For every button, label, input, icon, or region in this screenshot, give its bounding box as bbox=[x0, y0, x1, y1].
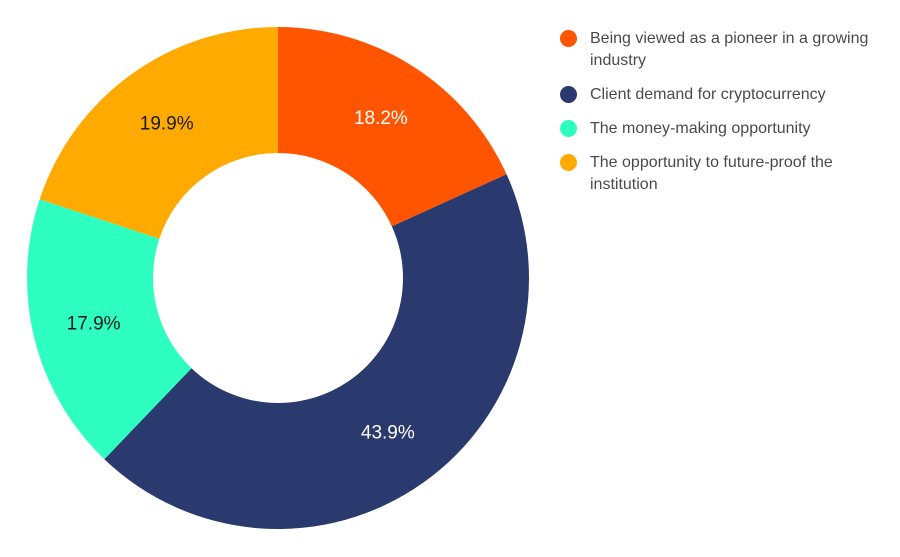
legend-label: Being viewed as a pioneer in a growing i… bbox=[590, 30, 869, 69]
legend-swatch bbox=[560, 86, 577, 103]
slice-money-making bbox=[27, 199, 192, 460]
slice-label-client-demand: 43.9% bbox=[361, 423, 415, 444]
slice-label-pioneer: 18.2% bbox=[354, 108, 408, 129]
legend-swatch bbox=[560, 120, 577, 137]
legend-label: The opportunity to future-proof the inst… bbox=[590, 154, 833, 193]
legend-item-pioneer: Being viewed as a pioneer in a growing i… bbox=[560, 28, 880, 72]
legend-item-future-proof: The opportunity to future-proof the inst… bbox=[560, 152, 880, 196]
slice-label-future-proof: 19.9% bbox=[140, 114, 194, 135]
legend-swatch bbox=[560, 30, 577, 47]
legend-swatch bbox=[560, 154, 577, 171]
legend-label: The money-making opportunity bbox=[590, 120, 811, 137]
slice-pioneer bbox=[278, 27, 507, 227]
slice-future-proof bbox=[39, 27, 278, 239]
legend: Being viewed as a pioneer in a growing i… bbox=[560, 28, 880, 208]
slice-label-money-making: 17.9% bbox=[67, 313, 121, 334]
legend-item-money-making: The money-making opportunity bbox=[560, 118, 880, 140]
legend-item-client-demand: Client demand for cryptocurrency bbox=[560, 84, 880, 106]
slice-client-demand bbox=[104, 174, 530, 530]
legend-label: Client demand for cryptocurrency bbox=[590, 86, 826, 103]
